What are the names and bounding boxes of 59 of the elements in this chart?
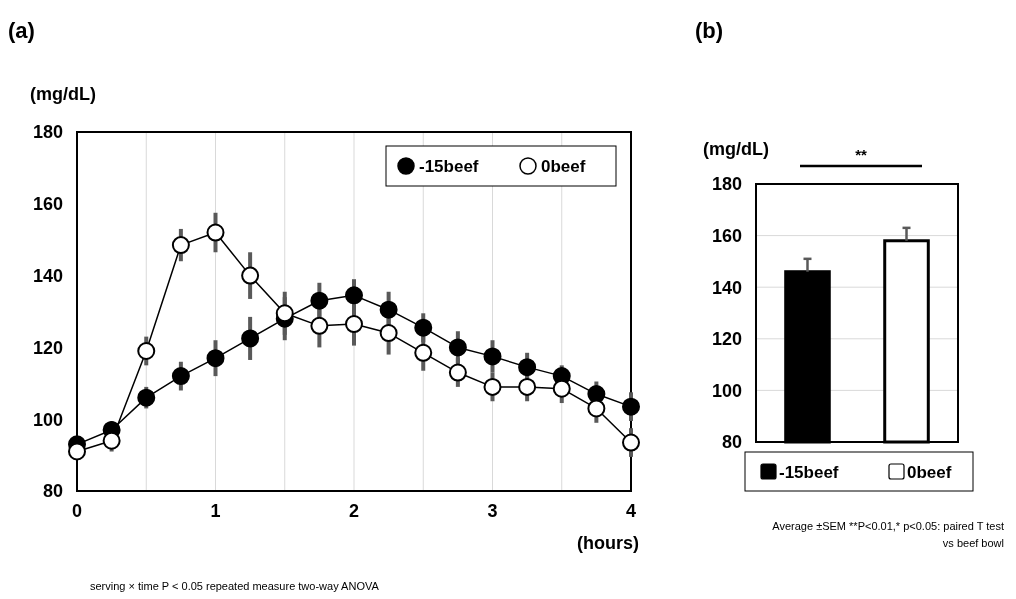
- point: [206, 349, 225, 368]
- text: serving × time P < 0.05 repeated measure two-way ANOVA: [90, 580, 380, 592]
- y-tick-label: 120: [32, 337, 63, 358]
- y-tick-label: 180: [711, 174, 742, 195]
- y-tick-label: 180: [32, 122, 63, 143]
- text: **: [855, 146, 867, 163]
- point: [275, 304, 294, 323]
- point: [171, 367, 190, 386]
- point: [171, 236, 190, 255]
- point: [448, 363, 467, 382]
- point: [102, 431, 121, 450]
- x-tick-label: 3: [487, 501, 498, 521]
- point: [310, 316, 329, 335]
- x-tick-label: 1: [210, 501, 221, 521]
- point: [137, 341, 156, 360]
- point: [345, 286, 363, 305]
- x-axis-title: (hours): [577, 533, 639, 553]
- legend-label: 0beef: [541, 156, 586, 176]
- point: [241, 266, 260, 285]
- point: [379, 300, 398, 319]
- y-tick-label: 80: [42, 481, 63, 502]
- point: [414, 343, 433, 362]
- point: [518, 358, 537, 377]
- point: [414, 318, 433, 337]
- x-tick-label: 2: [348, 501, 360, 521]
- y-tick-label: 140: [32, 265, 63, 286]
- chart-title: (b): [695, 18, 724, 43]
- point: [241, 329, 260, 348]
- point: [68, 442, 86, 461]
- y-tick-label: 140: [711, 277, 742, 298]
- y-axis-title: (mg/dL): [703, 139, 769, 159]
- point: [379, 324, 398, 343]
- point: [345, 315, 363, 334]
- chart-title: (a): [8, 18, 35, 43]
- y-tick-label: 160: [711, 225, 742, 246]
- point: [622, 433, 640, 452]
- point: [483, 347, 502, 366]
- y-tick-label: 160: [32, 194, 63, 215]
- legend-label: -15beef: [779, 462, 839, 482]
- y-tick-label: 80: [721, 432, 742, 453]
- x-tick-label: 0: [71, 501, 83, 521]
- point: [518, 377, 537, 396]
- point: [622, 397, 640, 416]
- point: [137, 388, 156, 407]
- x-tick-label: 4: [625, 501, 637, 521]
- legend-label: 0beef: [907, 462, 952, 482]
- point: [587, 385, 606, 404]
- point: [206, 223, 225, 242]
- y-tick-label: 100: [32, 409, 63, 430]
- point: [310, 291, 329, 310]
- point: [552, 379, 571, 398]
- point: [587, 399, 606, 418]
- y-tick-label: 100: [711, 380, 742, 401]
- legend-label: -15beef: [419, 156, 479, 176]
- y-axis-title: (mg/dL): [30, 84, 96, 104]
- point: [448, 338, 467, 357]
- y-tick-label: 120: [711, 329, 742, 350]
- text: Average ±SEM **P<0.01,* p<0.05: paired T test vs beef bowl: [772, 520, 1004, 549]
- point: [483, 377, 502, 396]
